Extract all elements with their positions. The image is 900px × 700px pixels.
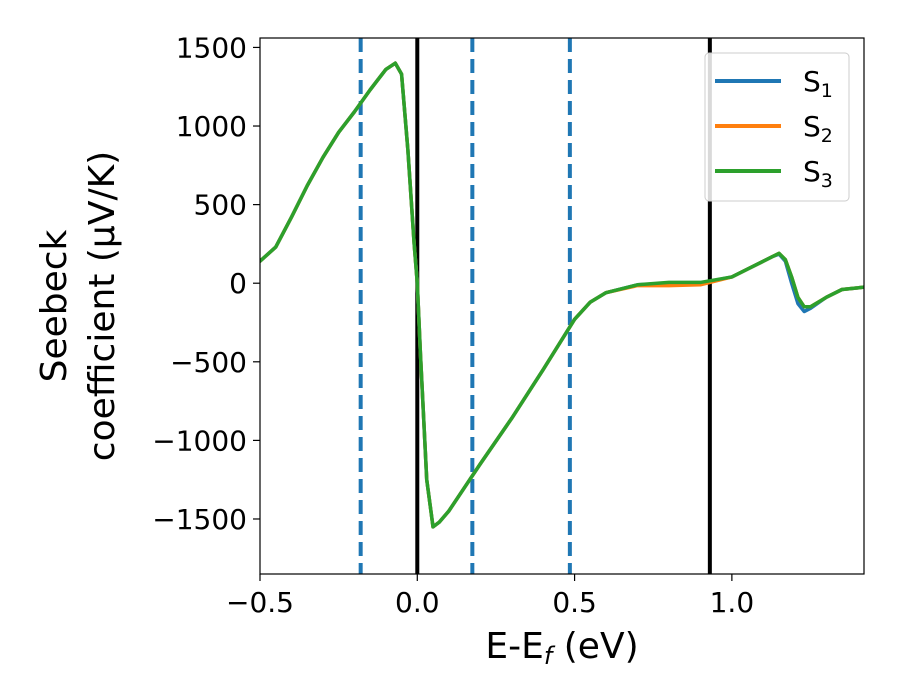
legend-label-s2: S2 [803, 110, 833, 147]
y-tick-label: 1000 [176, 110, 247, 143]
y-tick-label: 0 [229, 267, 247, 300]
legend: S1 S2 S3 [704, 52, 850, 202]
x-tick-label: 1.0 [710, 586, 755, 619]
y-tick-label: 1500 [176, 31, 247, 64]
y-axis-ticks: 1500 1000 500 0 −500 −1000 −1500 [152, 31, 260, 536]
x-tick-label: 0.5 [552, 586, 597, 619]
x-axis-label: E-Ef (eV) [485, 626, 638, 670]
x-tick-label: −0.5 [226, 586, 294, 619]
x-axis-label-unit: (eV) [552, 626, 638, 667]
y-tick-label: −1500 [152, 503, 247, 536]
y-tick-label: 500 [194, 189, 247, 222]
plot-frame [259, 37, 865, 575]
x-tick-label: 0.0 [395, 586, 440, 619]
legend-label-s1: S1 [803, 65, 833, 102]
legend-label-s3: S3 [803, 155, 833, 192]
y-axis-label-line1: Seebeck [34, 229, 75, 382]
series-line-s3 [260, 61, 864, 529]
x-axis-label-main: E-E [485, 626, 543, 667]
y-axis-label: Seebeck coefficient (μV/K) [34, 151, 123, 461]
y-tick-label: −1000 [152, 424, 247, 457]
y-axis-label-line2: coefficient (μV/K) [82, 151, 123, 461]
y-tick-label: −500 [170, 346, 247, 379]
x-axis-ticks: −0.5 0.0 0.5 1.0 [226, 574, 754, 619]
